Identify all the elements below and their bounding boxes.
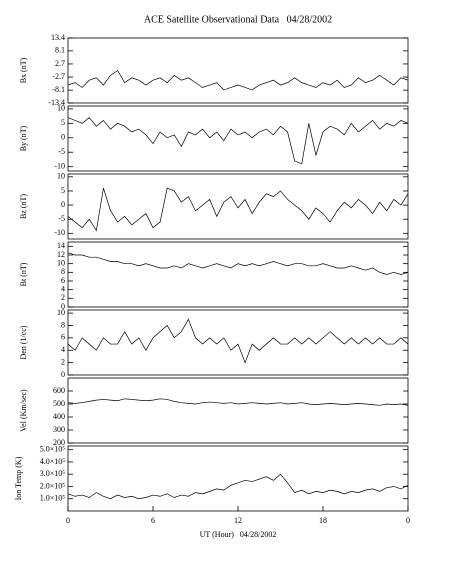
y-tick-label: 13.4: [51, 33, 65, 42]
y-tick-label: -13.4: [48, 98, 65, 107]
x-tick-label: 18: [319, 516, 327, 525]
y-tick-label: 5: [61, 186, 65, 195]
panel-frame: [67, 377, 409, 444]
x-tick-label: 0: [406, 516, 410, 525]
x-tick-label: 12: [234, 516, 242, 525]
panel-frame: [67, 173, 409, 240]
data-line: [67, 187, 409, 232]
data-line: [67, 252, 409, 275]
panel-frame: [67, 445, 409, 512]
panel-frame: [67, 105, 409, 172]
y-tick-label: -10: [54, 228, 65, 237]
y-tick-label: 0: [61, 370, 65, 379]
y-tick-label: 0: [61, 302, 65, 311]
y-tick-label: 200: [53, 438, 65, 447]
y-axis-label: Bz (nT): [19, 194, 28, 219]
y-tick-label: 4.0×10⁵: [40, 457, 66, 466]
y-tick-label: 0: [61, 200, 65, 209]
y-tick-label: -5: [58, 147, 65, 156]
y-axis-label: Den (1/cc): [19, 325, 28, 359]
y-axis-label: Bt (nT): [19, 262, 28, 286]
y-tick-label: 0: [61, 133, 65, 142]
y-tick-label: 2: [61, 293, 65, 302]
y-tick-label: 8.1: [55, 46, 65, 55]
y-tick-label: 4: [61, 345, 65, 354]
y-tick-label: 2: [61, 357, 65, 366]
chart-title: ACE Satellite Observational Data 04/28/2…: [144, 14, 332, 25]
y-tick-label: 3.0×10⁵: [40, 469, 66, 478]
y-tick-label: 5.0×10⁵: [40, 445, 66, 454]
y-axis-label: By (nT): [19, 125, 28, 151]
y-tick-label: 5: [61, 118, 65, 127]
y-tick-label: 400: [53, 412, 65, 421]
y-tick-label: 4: [61, 284, 65, 293]
y-tick-label: -5: [58, 214, 65, 223]
y-axis-label: Ion Temp (K): [14, 456, 23, 500]
y-tick-label: 14: [57, 241, 65, 250]
y-tick-label: 12: [57, 250, 65, 259]
data-line: [67, 398, 409, 406]
panel-frame: [67, 309, 409, 376]
y-tick-label: 6: [61, 276, 65, 285]
y-tick-label: 10: [57, 258, 65, 267]
x-axis-label: UT (Hour) 04/28/2002: [200, 530, 277, 539]
x-tick-label: 6: [151, 516, 155, 525]
data-line: [67, 318, 409, 364]
y-tick-label: 8: [61, 267, 65, 276]
y-tick-label: 300: [53, 425, 65, 434]
y-tick-label: -2.7: [52, 72, 65, 81]
y-tick-label: 1.0×10⁵: [40, 494, 66, 503]
x-tick-label: 0: [66, 516, 70, 525]
y-tick-label: 600: [53, 386, 65, 395]
y-tick-label: 2.7: [55, 59, 65, 68]
data-line: [67, 69, 409, 91]
y-tick-label: 10: [57, 104, 65, 113]
y-tick-label: -8.1: [52, 85, 65, 94]
panel-frame: [67, 241, 409, 308]
y-tick-label: -10: [54, 161, 65, 170]
y-tick-label: 8: [61, 320, 65, 329]
y-axis-label: Bx (nT): [19, 57, 28, 83]
y-tick-label: 2.0×10⁵: [40, 481, 66, 490]
y-tick-label: 10: [57, 172, 65, 181]
y-tick-label: 6: [61, 333, 65, 342]
panel-frame: [67, 37, 409, 104]
data-line: [67, 117, 409, 165]
data-line: [67, 473, 409, 500]
y-tick-label: 500: [53, 399, 65, 408]
y-tick-label: 10: [57, 308, 65, 317]
y-axis-label: Vel (Km/sec): [19, 389, 28, 432]
